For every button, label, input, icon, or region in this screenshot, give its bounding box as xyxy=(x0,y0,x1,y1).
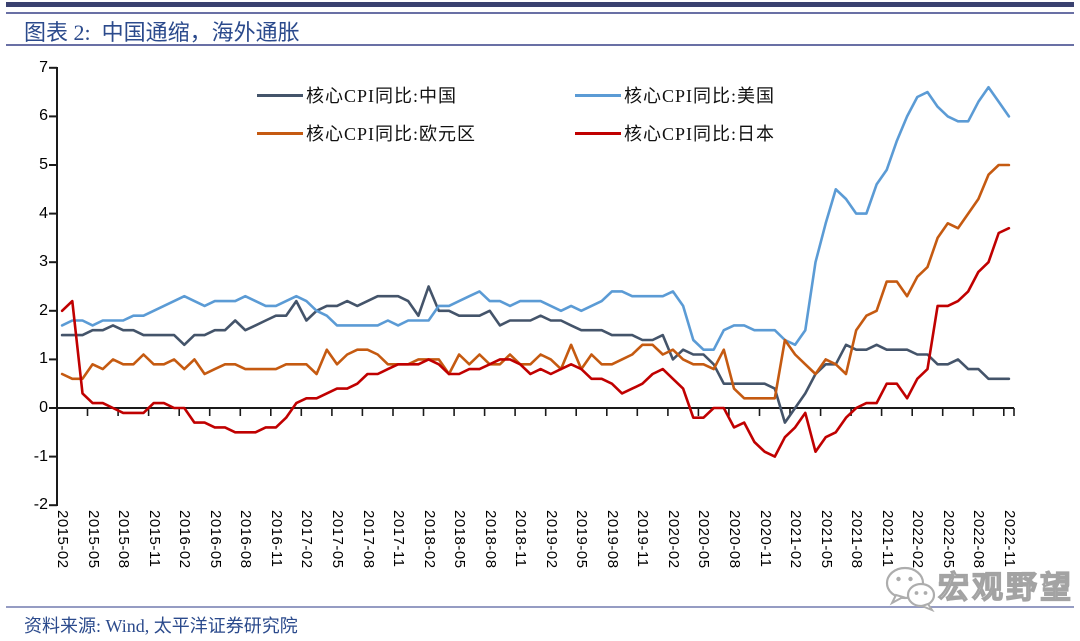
y-tick-label: -1 xyxy=(33,448,48,465)
y-tick-label: 0 xyxy=(39,399,48,416)
legend-swatch-japan xyxy=(575,131,621,135)
x-tick-label: 2019-11 xyxy=(634,510,651,568)
legend-swatch-eurozone xyxy=(257,131,303,135)
x-tick-label: 2022-08 xyxy=(970,510,987,569)
x-tick-label: 2022-02 xyxy=(909,510,926,569)
x-tick-label: 2018-05 xyxy=(451,510,468,569)
x-tick-label: 2018-11 xyxy=(512,510,529,568)
legend-label-eurozone: 核心CPI同比:欧元区 xyxy=(306,124,477,144)
source-note: 资料来源: Wind, 太平洋证券研究院 xyxy=(24,616,298,636)
legend-item-eurozone: 核心CPI同比:欧元区 xyxy=(257,123,477,144)
x-tick-label: 2020-11 xyxy=(757,510,774,568)
y-tick-label: 2 xyxy=(39,302,48,319)
bottom-rule xyxy=(6,606,1074,608)
watermark: 宏观野望 xyxy=(884,556,1074,612)
x-tick-label: 2020-05 xyxy=(695,510,712,569)
x-tick-label: 2016-08 xyxy=(237,510,254,569)
title-underline-rule xyxy=(6,44,1074,46)
legend-label-japan: 核心CPI同比:日本 xyxy=(624,124,776,144)
x-tick-label: 2022-05 xyxy=(940,510,957,569)
x-tick-label: 2021-02 xyxy=(787,510,804,569)
x-tick-label: 2017-02 xyxy=(298,510,315,569)
legend-swatch-china xyxy=(257,93,303,97)
x-tick-label: 2021-11 xyxy=(879,510,896,568)
legend-label-us: 核心CPI同比:美国 xyxy=(624,86,776,106)
top-thick-rule xyxy=(6,2,1074,7)
legend-swatch-us xyxy=(575,93,621,97)
watermark-text: 宏观野望 xyxy=(937,569,1074,605)
x-tick-label: 2017-11 xyxy=(390,510,407,568)
x-tick-label: 2015-05 xyxy=(85,510,102,569)
x-tick-label: 2022-11 xyxy=(1001,510,1018,568)
x-tick-label: 2015-08 xyxy=(115,510,132,569)
y-tick-label: 6 xyxy=(39,107,48,124)
x-tick-label: 2017-05 xyxy=(329,510,346,569)
x-tick-label: 2015-11 xyxy=(146,510,163,568)
y-tick-label: 3 xyxy=(39,253,48,270)
x-tick-label: 2021-05 xyxy=(818,510,835,569)
x-tick-label: 2017-08 xyxy=(360,510,377,569)
x-tick-label: 2020-02 xyxy=(665,510,682,569)
y-tick-label: -2 xyxy=(33,496,48,513)
x-tick-label: 2019-02 xyxy=(543,510,560,569)
y-tick-label: 7 xyxy=(39,59,48,76)
y-tick-label: 1 xyxy=(39,350,48,367)
x-tick-label: 2016-02 xyxy=(176,510,193,569)
x-tick-label: 2016-11 xyxy=(268,510,285,568)
legend-item-china: 核心CPI同比:中国 xyxy=(257,85,458,106)
x-tick-label: 2020-08 xyxy=(726,510,743,569)
x-tick-label: 2019-08 xyxy=(604,510,621,569)
legend-label-china: 核心CPI同比:中国 xyxy=(306,86,458,106)
x-tick-label: 2021-08 xyxy=(848,510,865,569)
x-tick-label: 2016-05 xyxy=(207,510,224,569)
x-tick-label: 2018-08 xyxy=(482,510,499,569)
x-tick-label: 2019-05 xyxy=(573,510,590,569)
legend-item-japan: 核心CPI同比:日本 xyxy=(575,123,776,144)
y-tick-label: 5 xyxy=(39,156,48,173)
x-tick-label: 2018-02 xyxy=(421,510,438,569)
x-tick-label: 2015-02 xyxy=(54,510,71,569)
y-tick-label: 4 xyxy=(39,205,48,222)
top-thin-rule xyxy=(6,12,1074,14)
page-title: 图表 2: 中国通缩，海外通胀 xyxy=(24,20,300,45)
legend-item-us: 核心CPI同比:美国 xyxy=(575,85,776,106)
wechat-icon xyxy=(885,566,936,612)
